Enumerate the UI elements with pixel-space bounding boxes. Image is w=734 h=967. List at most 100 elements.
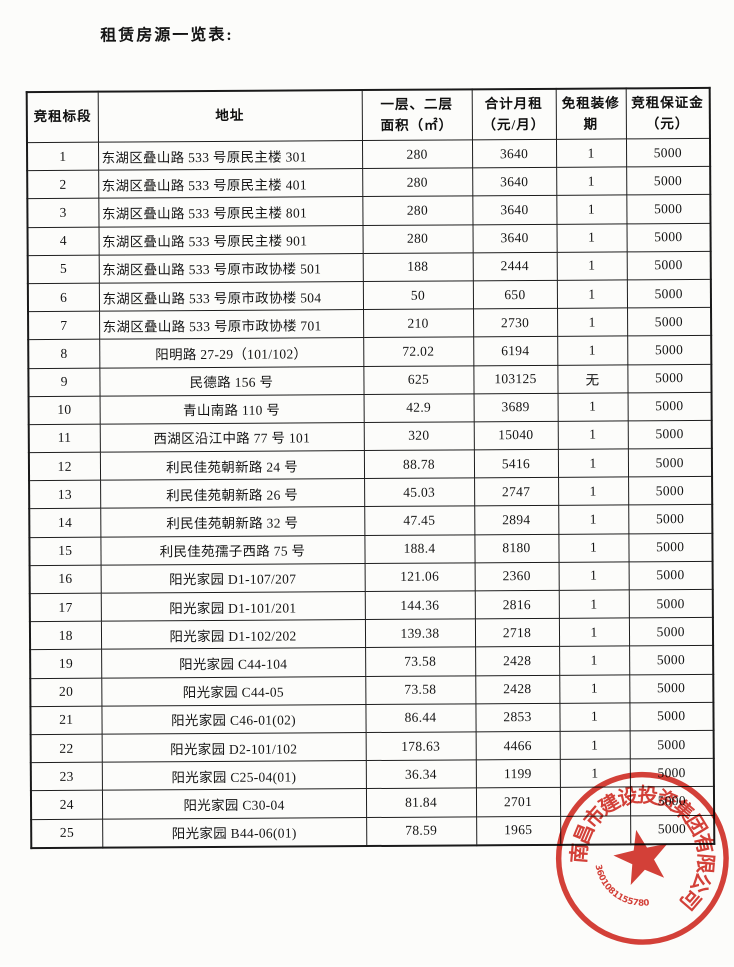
cell-rent-free: 1 bbox=[557, 448, 629, 478]
cell-deposit: 5000 bbox=[627, 448, 713, 478]
cell-deposit: 5000 bbox=[625, 138, 711, 168]
table-row: 11 西湖区沿江中路 77 号 101 320 15040 1 5000 bbox=[28, 420, 712, 453]
cell-address: 阳光家园 C46-01(02) bbox=[101, 704, 366, 735]
table-row: 8 阳明路 27-29（101/102） 72.02 6194 1 5000 bbox=[28, 335, 712, 369]
cell-rent: 8180 bbox=[474, 533, 559, 563]
cell-deposit: 5000 bbox=[626, 222, 711, 252]
cell-deposit: 5000 bbox=[628, 476, 713, 506]
cell-address: 利民佳苑朝新路 32 号 bbox=[100, 506, 365, 537]
cell-address: 阳光家园 C44-104 bbox=[101, 647, 366, 678]
cell-deposit: 5000 bbox=[627, 335, 712, 365]
cell-section: 24 bbox=[30, 790, 103, 820]
cell-rent-free: 1 bbox=[556, 251, 627, 281]
cell-section: 15 bbox=[29, 536, 101, 566]
cell-deposit: 5000 bbox=[626, 194, 711, 224]
cell-address: 阳光家园 D2-101/102 bbox=[101, 732, 366, 763]
table-row: 12 利民佳苑朝新路 24 号 88.78 5416 1 5000 bbox=[28, 448, 713, 481]
cell-address: 利民佳苑朝新路 26 号 bbox=[100, 478, 365, 509]
cell-address: 东湖区叠山路 533 号原市政协楼 701 bbox=[99, 309, 364, 340]
cell-address: 东湖区叠山路 533 号原民主楼 301 bbox=[97, 140, 363, 171]
cell-area: 139.38 bbox=[364, 619, 476, 648]
table-row: 20 阳光家园 C44-05 73.58 2428 1 5000 bbox=[30, 673, 714, 707]
cell-rent: 2730 bbox=[473, 308, 558, 338]
cell-rent-free: 1 bbox=[558, 589, 629, 619]
cell-rent-free: 1 bbox=[555, 138, 627, 168]
cell-section: 21 bbox=[30, 705, 102, 735]
cell-area: 320 bbox=[363, 421, 474, 451]
col-header-rent-free: 免租装修期 bbox=[555, 88, 626, 140]
cell-section: 12 bbox=[28, 452, 101, 481]
cell-rent-free: 1 bbox=[559, 674, 630, 704]
cell-deposit: 5000 bbox=[627, 307, 712, 337]
cell-area: 42.9 bbox=[363, 393, 474, 423]
seal-star-icon bbox=[613, 829, 668, 886]
table-row: 2 东湖区叠山路 533 号原民主楼 401 280 3640 1 5000 bbox=[27, 166, 711, 199]
cell-section: 22 bbox=[30, 734, 102, 763]
cell-area: 188.4 bbox=[364, 534, 475, 564]
cell-section: 18 bbox=[29, 621, 102, 650]
cell-rent: 3640 bbox=[472, 167, 557, 197]
cell-deposit: 5000 bbox=[629, 673, 714, 703]
cell-rent-free: 1 bbox=[557, 308, 628, 337]
cell-rent-free: 1 bbox=[556, 195, 627, 224]
cell-area: 188 bbox=[362, 252, 473, 282]
cell-area: 280 bbox=[362, 196, 473, 226]
seal-ring bbox=[555, 771, 729, 945]
cell-area: 36.34 bbox=[365, 759, 476, 789]
cell-address: 阳光家园 B44-06(01) bbox=[102, 817, 367, 848]
cell-address: 东湖区叠山路 533 号原民主楼 801 bbox=[98, 196, 363, 227]
cell-rent: 2718 bbox=[474, 618, 560, 648]
table-row: 9 民德路 156 号 625 103125 无 5000 bbox=[28, 363, 712, 397]
cell-section: 16 bbox=[29, 564, 101, 594]
table-body: 1 东湖区叠山路 533 号原民主楼 301 280 3640 1 5000 2 东湖区叠山路… bbox=[26, 138, 715, 848]
cell-section: 2 bbox=[27, 170, 99, 199]
cell-address: 东湖区叠山路 533 号原民主楼 401 bbox=[98, 168, 363, 199]
cell-address: 西湖区沿江中路 77 号 101 bbox=[99, 422, 364, 453]
table-row: 19 阳光家园 C44-104 73.58 2428 1 5000 bbox=[30, 645, 714, 679]
table-row: 18 阳光家园 D1-102/202 139.38 2718 1 5000 bbox=[29, 617, 714, 650]
rental-listing-table: 竞租标段 地址 一层、二层 面积（㎡） 合计月租 （元/月） 免租装修期 竞租保… bbox=[25, 86, 716, 849]
cell-area: 72.02 bbox=[363, 337, 474, 367]
cell-rent: 3640 bbox=[471, 139, 557, 169]
cell-section: 4 bbox=[27, 226, 99, 256]
cell-deposit: 5000 bbox=[626, 251, 711, 280]
cell-address: 利民佳苑朝新路 24 号 bbox=[99, 450, 365, 481]
cell-address: 阳光家园 D1-107/207 bbox=[100, 563, 365, 594]
cell-address: 民德路 156 号 bbox=[99, 366, 364, 396]
cell-deposit: 5000 bbox=[626, 279, 712, 309]
table-row: 15 利民佳苑孺子西路 75 号 188.4 8180 1 5000 bbox=[29, 533, 713, 566]
cell-area: 121.06 bbox=[364, 562, 475, 592]
cell-section: 6 bbox=[27, 283, 100, 312]
cell-rent: 6194 bbox=[473, 336, 558, 366]
table-row: 10 青山南路 110 号 42.9 3689 1 5000 bbox=[28, 392, 712, 425]
table-row: 3 东湖区叠山路 533 号原民主楼 801 280 3640 1 5000 bbox=[27, 194, 711, 228]
cell-rent-free: 1 bbox=[558, 477, 629, 506]
cell-address: 东湖区叠山路 533 号原市政协楼 501 bbox=[98, 253, 363, 284]
cell-rent-free: 1 bbox=[559, 646, 630, 675]
cell-section: 11 bbox=[28, 424, 100, 453]
table-row: 21 阳光家园 C46-01(02) 86.44 2853 1 5000 bbox=[30, 702, 714, 735]
cell-area: 88.78 bbox=[363, 449, 475, 479]
cell-deposit: 5000 bbox=[627, 363, 712, 393]
cell-area: 178.63 bbox=[365, 731, 476, 761]
cell-rent: 1199 bbox=[475, 759, 560, 789]
cell-area: 86.44 bbox=[365, 703, 476, 733]
cell-section: 20 bbox=[30, 677, 102, 707]
cell-deposit: 5000 bbox=[627, 392, 712, 421]
cell-rent: 2428 bbox=[475, 674, 560, 704]
cell-rent-free: 1 bbox=[558, 505, 629, 534]
cell-area: 210 bbox=[363, 308, 474, 338]
cell-deposit: 5000 bbox=[629, 702, 714, 731]
cell-deposit: 5000 bbox=[628, 617, 714, 647]
table-row: 22 阳光家园 D2-101/102 178.63 4466 1 5000 bbox=[30, 730, 714, 763]
cell-rent: 4466 bbox=[475, 731, 560, 760]
cell-rent-free: 1 bbox=[556, 223, 627, 253]
cell-address: 阳光家园 C25-04(01) bbox=[101, 760, 366, 791]
cell-address: 阳明路 27-29（101/102） bbox=[99, 337, 364, 368]
cell-rent: 2816 bbox=[474, 590, 559, 620]
col-header-rent: 合计月租 （元/月） bbox=[471, 88, 556, 140]
cell-area: 47.45 bbox=[364, 506, 475, 536]
table-row: 1 东湖区叠山路 533 号原民主楼 301 280 3640 1 5000 bbox=[26, 138, 711, 171]
page-title: 租赁房源一览表: bbox=[100, 26, 234, 45]
